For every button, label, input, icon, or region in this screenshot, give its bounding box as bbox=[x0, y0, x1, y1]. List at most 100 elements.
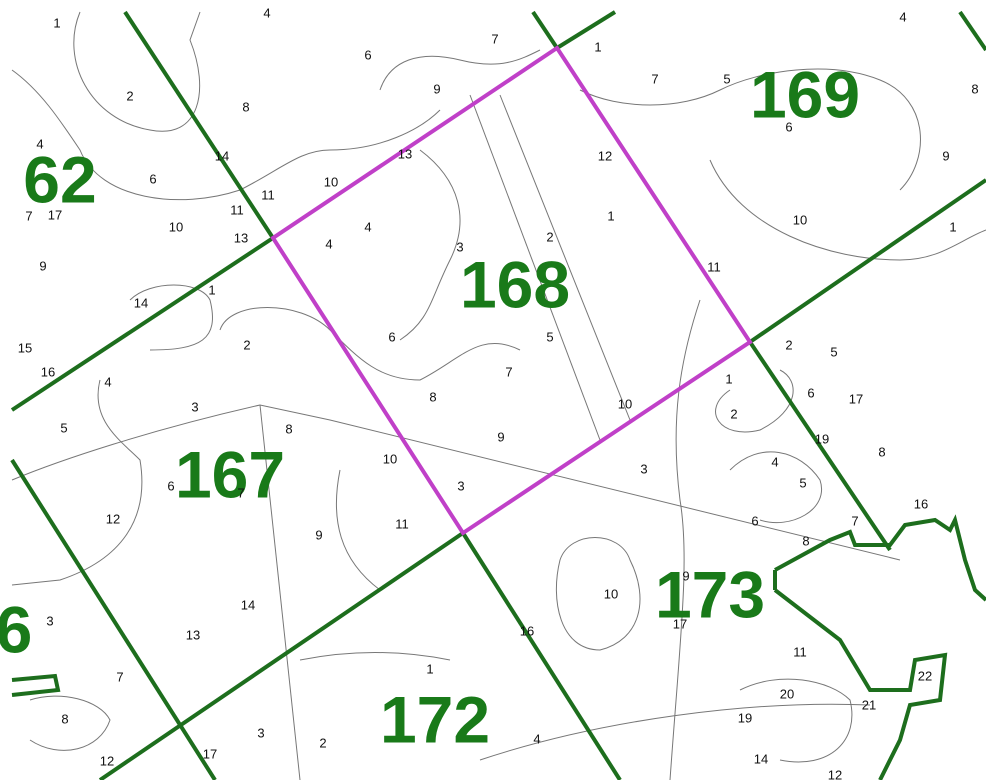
stand-label: 1 bbox=[208, 282, 215, 297]
stand-label: 2 bbox=[243, 337, 250, 352]
stand-label: 7 bbox=[25, 208, 32, 223]
stand-label: 14 bbox=[241, 597, 255, 612]
compartment-label: 6 bbox=[0, 592, 32, 666]
stand-label: 16 bbox=[914, 496, 928, 511]
stand-label: 22 bbox=[918, 668, 932, 683]
stand-label: 12 bbox=[828, 767, 842, 780]
stand-label: 10 bbox=[604, 586, 618, 601]
stand-label: 1 bbox=[725, 371, 732, 386]
stand-label: 3 bbox=[46, 613, 53, 628]
stand-label: 6 bbox=[149, 171, 156, 186]
stand-label: 14 bbox=[215, 148, 229, 163]
stand-label: 3 bbox=[457, 478, 464, 493]
stand-label: 10 bbox=[383, 451, 397, 466]
compartment-label: 168 bbox=[460, 247, 570, 321]
stand-label: 2 bbox=[730, 406, 737, 421]
stand-label: 9 bbox=[433, 81, 440, 96]
stand-label: 11 bbox=[230, 202, 244, 217]
stand-label: 9 bbox=[497, 429, 504, 444]
stand-label: 7 bbox=[851, 513, 858, 528]
stand-label: 17 bbox=[203, 746, 217, 761]
stand-label: 4 bbox=[263, 5, 270, 20]
stand-label: 4 bbox=[533, 731, 540, 746]
stand-label: 6 bbox=[751, 513, 758, 528]
stand-label: 13 bbox=[186, 627, 200, 642]
stand-label: 17 bbox=[673, 616, 687, 631]
stand-label: 2 bbox=[126, 88, 133, 103]
stand-label: 10 bbox=[324, 174, 338, 189]
stand-label: 9 bbox=[315, 527, 322, 542]
stand-label: 19 bbox=[815, 431, 829, 446]
stand-label: 7 bbox=[116, 669, 123, 684]
stand-label: 3 bbox=[640, 461, 647, 476]
selected-compartment bbox=[270, 45, 753, 536]
stand-label: 16 bbox=[41, 364, 55, 379]
stand-label: 6 bbox=[807, 385, 814, 400]
stand-label: 16 bbox=[520, 623, 534, 638]
stand-label: 19 bbox=[738, 710, 752, 725]
stand-label: 2 bbox=[546, 229, 553, 244]
stand-label: 12 bbox=[106, 511, 120, 526]
stand-label: 1 bbox=[949, 219, 956, 234]
stand-label: 13 bbox=[398, 146, 412, 161]
compartment-label: 169 bbox=[750, 57, 860, 131]
stand-label: 3 bbox=[191, 399, 198, 414]
stand-label: 11 bbox=[395, 516, 409, 531]
stand-label: 11 bbox=[261, 187, 275, 202]
compartment-label: 167 bbox=[175, 437, 285, 511]
stand-label: 2 bbox=[785, 337, 792, 352]
stand-label: 14 bbox=[754, 751, 768, 766]
stand-label: 10 bbox=[169, 219, 183, 234]
stand-label: 4 bbox=[899, 9, 906, 24]
stand-label: 5 bbox=[60, 420, 67, 435]
stand-label: 6 bbox=[167, 478, 174, 493]
stand-label: 8 bbox=[971, 81, 978, 96]
stand-label: 5 bbox=[723, 71, 730, 86]
stand-label: 8 bbox=[802, 533, 809, 548]
stand-label: 8 bbox=[242, 99, 249, 114]
stand-label: 4 bbox=[325, 236, 332, 251]
stand-label: 6 bbox=[388, 329, 395, 344]
stand-label: 15 bbox=[18, 340, 32, 355]
stand-label: 17 bbox=[849, 391, 863, 406]
stand-label: 6 bbox=[364, 47, 371, 62]
stand-label: 8 bbox=[429, 389, 436, 404]
stand-label: 5 bbox=[546, 329, 553, 344]
stand-label: 5 bbox=[830, 344, 837, 359]
stand-label: 12 bbox=[100, 753, 114, 768]
stand-label: 9 bbox=[682, 568, 689, 583]
stand-label: 4 bbox=[104, 374, 111, 389]
stand-label: 7 bbox=[505, 364, 512, 379]
stand-label: 11 bbox=[793, 644, 807, 659]
stand-label: 11 bbox=[707, 259, 721, 274]
stand-label: 4 bbox=[36, 136, 43, 151]
stand-label: 10 bbox=[793, 212, 807, 227]
stand-label: 1 bbox=[607, 208, 614, 223]
stand-label: 4 bbox=[771, 454, 778, 469]
stand-label: 9 bbox=[942, 148, 949, 163]
stand-label: 17 bbox=[48, 207, 62, 222]
stand-label: 13 bbox=[234, 230, 248, 245]
compartment-label: 62 bbox=[23, 142, 96, 216]
stand-label: 7 bbox=[651, 71, 658, 86]
stand-label: 21 bbox=[862, 697, 876, 712]
stand-label: 20 bbox=[780, 686, 794, 701]
stand-label: 3 bbox=[456, 239, 463, 254]
stand-boundaries bbox=[11, 11, 986, 780]
compartment-boundaries bbox=[10, 10, 986, 780]
stand-label: 9 bbox=[39, 258, 46, 273]
stand-label: 12 bbox=[598, 148, 612, 163]
compartment-label: 172 bbox=[380, 682, 490, 756]
stand-label: 1 bbox=[53, 15, 60, 30]
stand-label: 8 bbox=[285, 421, 292, 436]
stand-label: 3 bbox=[257, 725, 264, 740]
stand-label: 8 bbox=[878, 444, 885, 459]
stand-label: 10 bbox=[618, 396, 632, 411]
stand-label: 7 bbox=[237, 485, 244, 500]
stand-label: 8 bbox=[61, 711, 68, 726]
stand-label: 5 bbox=[799, 475, 806, 490]
stand-label: 1 bbox=[594, 39, 601, 54]
stand-label: 7 bbox=[491, 31, 498, 46]
